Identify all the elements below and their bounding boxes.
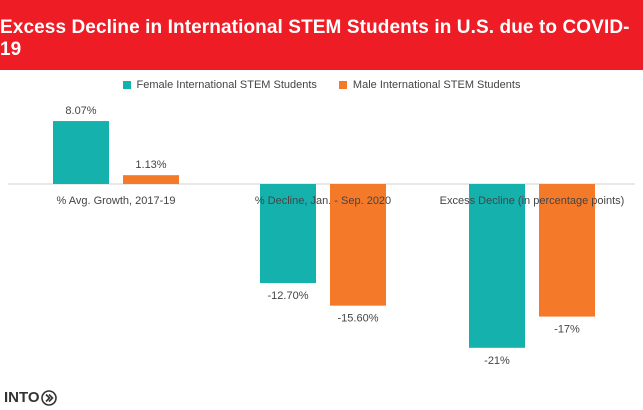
chart-title: Excess Decline in International STEM Stu… xyxy=(0,17,630,60)
legend-item-male: Male International STEM Students xyxy=(338,79,521,91)
chevron-right-icon xyxy=(40,389,57,406)
bar-female-1 xyxy=(260,184,316,284)
legend-item-female: Female International STEM Students xyxy=(122,79,317,91)
legend-label-female: Female International STEM Students xyxy=(136,79,317,91)
bar-male-1 xyxy=(330,184,386,306)
data-label-male-2: -17% xyxy=(554,324,580,336)
category-label-2: Excess Decline (in percentage points) xyxy=(440,195,625,207)
bar-male-0 xyxy=(123,175,179,184)
data-label-male-1: -15.60% xyxy=(338,313,379,325)
legend-swatch-male xyxy=(338,81,347,89)
legend: Female International STEM Students Male … xyxy=(0,79,643,91)
category-label-0: % Avg. Growth, 2017-19 xyxy=(56,195,175,207)
category-label-1: % Decline, Jan. - Sep. 2020 xyxy=(255,195,391,207)
data-label-female-2: -21% xyxy=(484,355,510,367)
legend-label-male: Male International STEM Students xyxy=(352,79,521,91)
data-label-male-0: 1.13% xyxy=(135,159,166,171)
bar-female-2 xyxy=(469,184,525,348)
data-label-female-0: 8.07% xyxy=(65,105,96,117)
bar-female-0 xyxy=(53,121,109,184)
into-logo: INTO xyxy=(4,389,57,406)
bar-male-2 xyxy=(539,184,595,317)
data-label-female-1: -12.70% xyxy=(268,290,309,302)
title-banner: Excess Decline in International STEM Stu… xyxy=(0,0,643,70)
legend-swatch-female xyxy=(122,81,131,89)
logo-text: INTO xyxy=(4,389,40,406)
